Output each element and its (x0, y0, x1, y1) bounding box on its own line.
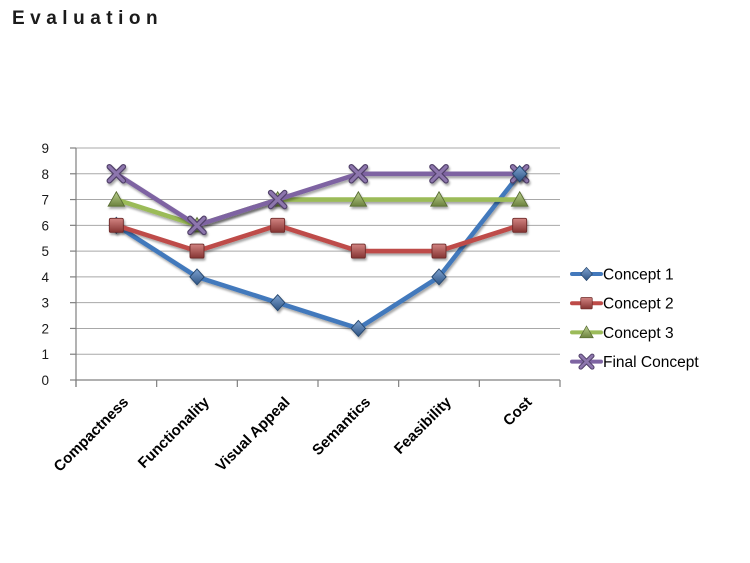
line-concept-1 (114, 171, 522, 331)
marker-diamond-concept-1 (580, 266, 593, 282)
marker-diamond-concept-1 (431, 268, 447, 286)
legend-item-final-concept: Final Concept (570, 353, 699, 371)
marker-square-concept-2 (189, 243, 205, 259)
x-category-label-cost: Cost (500, 394, 536, 430)
marker-x-final-concept (578, 353, 595, 370)
line-concept-3 (114, 197, 522, 228)
legend-label-concept-3: Concept 3 (603, 325, 674, 342)
legend-label-final-concept: Final Concept (603, 354, 699, 371)
series-concept-2 (108, 217, 528, 259)
marker-square-concept-2 (108, 217, 124, 233)
y-tick-label: 2 (41, 321, 49, 336)
y-tick-label: 8 (41, 167, 49, 182)
y-tick-label: 6 (41, 218, 49, 233)
y-tick-label: 1 (41, 347, 49, 362)
marker-x-final-concept (267, 189, 288, 210)
marker-triangle-concept-3 (349, 190, 368, 207)
series-final-concept (106, 163, 530, 236)
legend: Concept 1 Concept 2 Concept 3 Final Concept (570, 266, 699, 371)
marker-square-concept-2 (580, 297, 593, 310)
series-concept-1-top-marker (511, 165, 528, 183)
x-category-label-feasibility: Feasibility (391, 393, 455, 457)
y-tick-label: 7 (41, 193, 49, 208)
legend-item-concept-3: Concept 3 (570, 325, 674, 342)
y-tick-label: 9 (41, 141, 49, 156)
y-tick-label: 4 (41, 270, 49, 285)
axes (70, 147, 561, 387)
chart-title: Evaluation (12, 8, 164, 29)
marker-diamond-concept-1 (511, 165, 528, 183)
marker-x-final-concept (187, 215, 207, 236)
legend-label-concept-2: Concept 2 (603, 296, 674, 313)
marker-x-final-concept (429, 163, 449, 184)
marker-square-concept-2 (270, 217, 286, 233)
line-final-concept (114, 171, 522, 228)
marker-x-final-concept (348, 163, 369, 184)
marker-square-concept-2 (350, 243, 366, 259)
gridlines (76, 147, 560, 355)
y-tick-label: 5 (41, 244, 49, 259)
y-axis-labels: 0 1 2 3 4 5 6 7 8 9 (41, 141, 49, 388)
marker-square-concept-2 (512, 217, 528, 233)
marker-x-final-concept (106, 163, 127, 184)
marker-triangle-concept-3 (579, 325, 594, 339)
marker-diamond-concept-1 (350, 319, 367, 338)
y-tick-label: 3 (41, 296, 49, 311)
legend-item-concept-1: Concept 1 (570, 266, 674, 284)
line-concept-2 (114, 223, 522, 254)
x-category-label-functionality: Functionality (135, 393, 213, 471)
x-category-label-visual-appeal: Visual Appeal (212, 394, 293, 475)
marker-diamond-concept-1 (189, 268, 205, 286)
legend-item-concept-2: Concept 2 (570, 296, 674, 313)
x-category-label-semantics: Semantics (309, 394, 374, 459)
marker-diamond-concept-1 (269, 293, 286, 312)
y-tick-label: 0 (41, 373, 49, 388)
marker-triangle-concept-3 (430, 190, 448, 207)
x-category-label-compactness: Compactness (51, 394, 133, 476)
legend-label-concept-1: Concept 1 (603, 267, 674, 284)
marker-square-concept-2 (431, 243, 447, 259)
marker-triangle-concept-3 (510, 190, 529, 207)
x-axis-labels: Compactness Functionality Visual Appeal Sem… (51, 393, 536, 475)
series-concept-3 (107, 190, 529, 233)
marker-triangle-concept-3 (107, 190, 126, 207)
